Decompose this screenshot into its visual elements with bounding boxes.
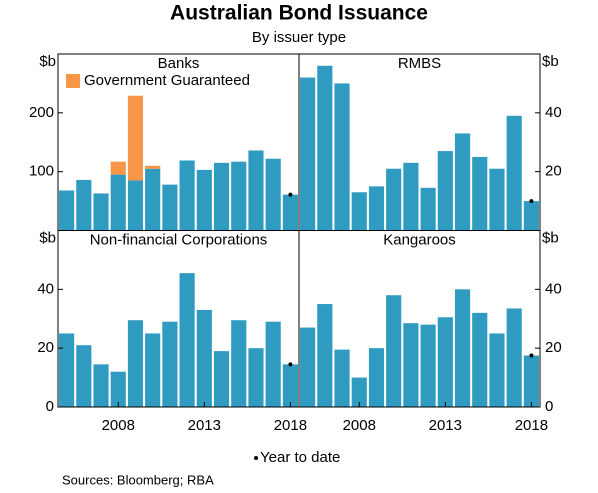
bar bbox=[489, 333, 505, 407]
bar bbox=[93, 364, 109, 407]
x-tick-label: 2008 bbox=[343, 417, 376, 434]
x-tick-label: 2018 bbox=[515, 417, 548, 434]
bar bbox=[300, 77, 316, 231]
bar bbox=[196, 169, 212, 231]
bar bbox=[317, 304, 333, 407]
bar bbox=[145, 333, 161, 407]
bar bbox=[59, 333, 75, 407]
bar bbox=[162, 321, 178, 407]
bar bbox=[59, 190, 75, 231]
bar bbox=[300, 327, 316, 407]
sources: Sources: Bloomberg; RBA bbox=[62, 472, 214, 487]
bar bbox=[523, 201, 539, 231]
x-tick-label: 2008 bbox=[102, 417, 135, 434]
y-tick-label: 40 bbox=[545, 104, 562, 121]
y-tick-label: 40 bbox=[37, 280, 54, 297]
bar bbox=[265, 158, 281, 231]
bar bbox=[334, 83, 350, 231]
bar bbox=[454, 133, 471, 231]
bar bbox=[420, 187, 436, 231]
bar bbox=[127, 320, 144, 407]
bar bbox=[506, 115, 522, 231]
bar bbox=[110, 161, 126, 175]
bar bbox=[282, 364, 298, 407]
bar bbox=[472, 156, 488, 231]
bar bbox=[368, 348, 385, 407]
bar bbox=[351, 377, 367, 407]
y-axis-unit: $b bbox=[39, 229, 56, 246]
x-tick-label: 2013 bbox=[429, 417, 462, 434]
panel-title: Kangaroos bbox=[383, 231, 456, 248]
bar bbox=[420, 324, 436, 407]
panel-title: Banks bbox=[158, 55, 200, 72]
bar bbox=[179, 160, 195, 231]
chart-subtitle: By issuer type bbox=[252, 29, 346, 46]
panel-title: Non-financial Corporations bbox=[90, 231, 268, 248]
bar bbox=[248, 348, 264, 407]
bar bbox=[489, 168, 505, 231]
ytd-marker bbox=[529, 199, 534, 204]
y-tick-label: 20 bbox=[545, 163, 562, 180]
bar bbox=[110, 174, 126, 231]
y-axis-unit: $b bbox=[542, 229, 559, 246]
bar bbox=[403, 323, 419, 407]
y-tick-label: 20 bbox=[37, 339, 54, 356]
panel-title: RMBS bbox=[398, 55, 441, 72]
bar bbox=[282, 194, 298, 231]
bar bbox=[127, 180, 144, 231]
bar bbox=[265, 321, 281, 407]
bar bbox=[231, 320, 247, 407]
bar bbox=[76, 179, 92, 231]
bar bbox=[179, 273, 195, 407]
legend-swatch bbox=[66, 74, 80, 88]
y-axis-unit: $b bbox=[39, 53, 56, 70]
bar bbox=[334, 349, 350, 407]
y-axis-unit: $b bbox=[542, 53, 559, 70]
ytd-marker bbox=[529, 353, 534, 358]
note: Year to date bbox=[260, 449, 340, 466]
bar bbox=[213, 351, 230, 407]
y-tick-label: 40 bbox=[545, 280, 562, 297]
ytd-marker bbox=[288, 192, 293, 197]
bar bbox=[231, 161, 247, 231]
bar bbox=[196, 309, 212, 407]
bar bbox=[454, 289, 471, 407]
bar bbox=[145, 168, 161, 231]
bar bbox=[213, 162, 230, 231]
y-tick-label: 0 bbox=[46, 398, 54, 415]
y-tick-label: 100 bbox=[29, 163, 54, 180]
note-marker bbox=[254, 456, 258, 460]
bar bbox=[351, 192, 367, 231]
bar bbox=[437, 151, 453, 231]
bar bbox=[437, 317, 453, 407]
bar bbox=[403, 162, 419, 231]
bar bbox=[145, 165, 161, 169]
chart-title: Australian Bond Issuance bbox=[170, 2, 428, 25]
bar bbox=[506, 308, 522, 407]
bar bbox=[76, 345, 92, 407]
x-tick-label: 2018 bbox=[274, 417, 307, 434]
bar bbox=[386, 295, 402, 407]
bar bbox=[523, 355, 539, 407]
y-tick-label: 0 bbox=[545, 398, 553, 415]
panel-border bbox=[298, 230, 541, 408]
bar bbox=[317, 65, 333, 231]
bar bbox=[368, 186, 385, 231]
bar bbox=[110, 371, 126, 407]
y-tick-label: 200 bbox=[29, 104, 54, 121]
bar bbox=[93, 193, 109, 231]
ytd-marker bbox=[288, 362, 293, 367]
legend-label: Government Guaranteed bbox=[84, 72, 250, 89]
x-tick-label: 2013 bbox=[188, 417, 221, 434]
bar bbox=[248, 150, 264, 231]
bar bbox=[162, 184, 178, 231]
bar bbox=[472, 312, 488, 407]
bar bbox=[386, 168, 402, 231]
y-tick-label: 20 bbox=[545, 339, 562, 356]
bar bbox=[127, 95, 144, 181]
